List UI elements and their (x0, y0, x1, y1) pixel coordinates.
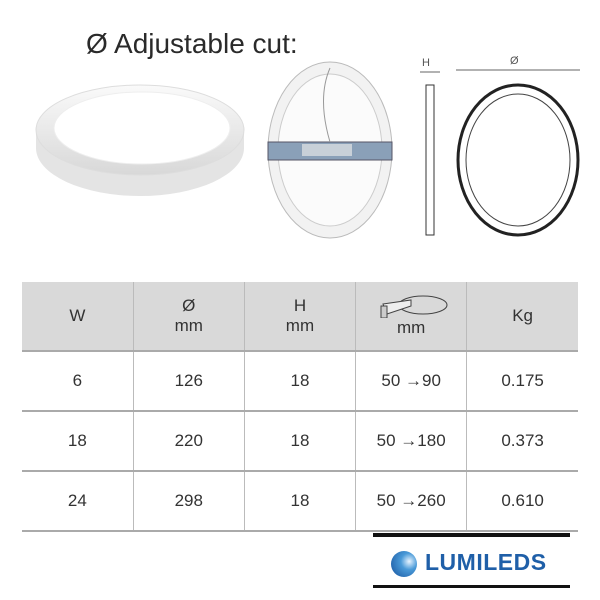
header-watt: W (22, 282, 134, 351)
cell-height: 18 (243, 470, 357, 532)
cell-height: 18 (243, 410, 357, 471)
page-title: Ø Adjustable cut: (86, 28, 298, 59)
header-cut: mm (355, 282, 468, 351)
cell-weight: 0.610 (466, 470, 578, 532)
table-row: 6 126 18 50 →90 0.175 (22, 350, 578, 411)
cell-diameter: 126 (132, 350, 245, 411)
product-photo (35, 84, 245, 196)
adjustable-cut-icon (380, 295, 448, 318)
technical-drawing: H Ø (420, 55, 580, 237)
cell-weight: 0.373 (466, 410, 578, 471)
cell-weight: 0.175 (466, 350, 578, 411)
cell-diameter: 298 (132, 470, 245, 532)
height-label: H (422, 57, 430, 69)
cell-height: 18 (243, 350, 357, 411)
cell-watt: 18 (22, 410, 134, 471)
header-weight: Kg (466, 282, 578, 351)
cell-watt: 24 (22, 470, 134, 532)
lumileds-logo: LUMILEDS (373, 533, 570, 588)
table-row: 18 220 18 50 →180 0.373 (22, 410, 578, 471)
table-row: 24 298 18 50 →260 0.610 (22, 470, 578, 532)
cell-watt: 6 (22, 350, 134, 411)
cell-cut: 50 →180 (355, 410, 468, 471)
product-back-photo (267, 61, 393, 239)
cell-diameter: 220 (132, 410, 245, 471)
lumileds-globe-icon (391, 551, 417, 577)
diameter-label: Ø (510, 55, 519, 67)
cell-cut: 50 →260 (355, 470, 468, 532)
logo-text: LUMILEDS (425, 549, 547, 575)
cell-cut: 50 →90 (355, 350, 468, 411)
